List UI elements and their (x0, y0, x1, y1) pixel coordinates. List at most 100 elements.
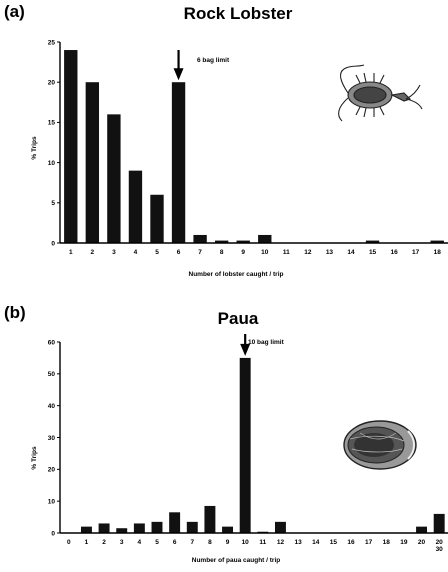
bar-18 (430, 240, 444, 243)
bar-3 (116, 528, 128, 533)
panel-a: (a) Rock Lobster % Trips Number of lobst… (4, 2, 448, 278)
x-tick-label: 19 (400, 539, 408, 546)
panel-a-bars (64, 50, 444, 243)
y-tick-label: 0 (51, 240, 55, 247)
bar-1 (80, 526, 92, 533)
x-tick-label: 20 (436, 539, 444, 546)
x-tick-label: 9 (226, 539, 230, 546)
panel-b-bars (80, 357, 445, 533)
x-tick-label: 4 (134, 249, 138, 256)
x-tick-label: 17 (412, 249, 420, 256)
x-tick-label: 1 (85, 539, 89, 546)
panel-b-limit-arrow-icon (240, 334, 251, 356)
panel-a-label: (a) (4, 2, 25, 21)
x-tick-label: 4 (138, 539, 142, 546)
x-tick-label: 7 (190, 539, 194, 546)
bar-2 (98, 523, 110, 533)
lobster-illustration-icon (338, 64, 423, 122)
y-tick-label: 60 (48, 339, 56, 346)
x-tick-label: 13 (326, 249, 334, 256)
x-tick-label: 2 (102, 539, 106, 546)
x-tick-label: 6 (177, 249, 181, 256)
panel-b-label: (b) (4, 303, 26, 322)
panel-a-annotation: 6 bag limit (197, 57, 230, 64)
y-tick-label: 5 (51, 200, 55, 207)
bar-12 (274, 521, 286, 533)
x-tick-label: 5 (155, 249, 159, 256)
bar-4 (128, 170, 143, 243)
y-tick-label: 20 (48, 80, 56, 87)
bar-6 (171, 82, 186, 243)
panel-a-yaxis-ticks: 0 5 10 15 20 25 (48, 39, 60, 247)
bar-3 (107, 114, 121, 243)
y-tick-label: 40 (48, 403, 56, 410)
panel-a-limit-arrow-icon (173, 50, 184, 81)
x-tick-label: 3 (120, 539, 124, 546)
x-tick-label: 6 (173, 539, 177, 546)
bar-4 (133, 523, 145, 533)
y-tick-label: 25 (48, 39, 56, 46)
y-tick-label: 30 (48, 435, 56, 442)
x-tick-label: 30 (436, 546, 444, 553)
x-tick-label: 12 (277, 539, 285, 546)
x-tick-label: 15 (330, 539, 338, 546)
y-tick-label: 10 (48, 498, 56, 505)
x-tick-label: 10 (261, 249, 269, 256)
panel-b-ylabel: % Trips (31, 446, 38, 470)
bar-7 (193, 234, 207, 243)
x-tick-label: 12 (304, 249, 312, 256)
bar-10 (258, 234, 272, 243)
bar-15 (365, 240, 380, 243)
x-tick-label: 8 (208, 539, 212, 546)
panel-b-xlabel: Number of paua caught / trip (192, 557, 281, 564)
y-tick-label: 10 (48, 160, 56, 167)
bar-9 (236, 240, 250, 243)
panel-b-annotation: 10 bag limit (248, 339, 285, 346)
x-tick-label: 20 (418, 539, 426, 546)
x-tick-label: 10 (242, 539, 250, 546)
x-tick-label: 3 (112, 249, 116, 256)
x-tick-label: 17 (365, 539, 373, 546)
x-tick-label: 2 (91, 249, 95, 256)
y-tick-label: 0 (51, 530, 55, 537)
panel-a-xlabel: Number of lobster caught / trip (189, 271, 284, 278)
bar-6 (169, 512, 181, 533)
bar-5 (150, 194, 164, 243)
x-tick-label: 8 (220, 249, 224, 256)
x-tick-label: 16 (390, 249, 398, 256)
y-tick-label: 50 (48, 371, 56, 378)
x-tick-label: 13 (294, 539, 302, 546)
x-tick-label: 18 (434, 249, 442, 256)
x-tick-label: 11 (259, 539, 266, 546)
x-tick-label: 11 (283, 249, 290, 256)
bar-20-30 (433, 513, 445, 533)
panel-a-title: Rock Lobster (184, 4, 293, 23)
x-tick-label: 14 (347, 249, 355, 256)
bar-9 (222, 526, 234, 533)
arrow-head (173, 68, 184, 81)
paua-illustration-icon (343, 420, 417, 470)
x-tick-label: 1 (69, 249, 73, 256)
y-tick-label: 15 (48, 120, 56, 127)
bar-8 (204, 505, 216, 533)
bar-2 (85, 82, 100, 243)
bar-8 (214, 240, 229, 243)
panel-a-xaxis-ticks: 1 2 3 4 5 6 7 8 9 10 11 12 13 14 15 16 17 18 (69, 249, 441, 256)
arrow-head (240, 343, 251, 356)
x-tick-label: 9 (241, 249, 245, 256)
bar-10 (239, 357, 251, 533)
bar-20 (416, 526, 428, 533)
x-tick-label: 0 (67, 539, 71, 546)
x-tick-label: 18 (383, 539, 391, 546)
panel-a-ylabel: % Trips (31, 136, 38, 160)
bar-7 (186, 521, 198, 533)
panel-b-yaxis-ticks: 0 10 20 30 40 50 60 (48, 339, 60, 537)
x-tick-label: 5 (155, 539, 159, 546)
y-tick-label: 20 (48, 467, 56, 474)
panel-b: (b) Paua % Trips Number of paua caught /… (4, 303, 448, 564)
x-tick-label: 16 (347, 539, 355, 546)
bar-5 (151, 521, 163, 533)
x-tick-label: 15 (369, 249, 377, 256)
